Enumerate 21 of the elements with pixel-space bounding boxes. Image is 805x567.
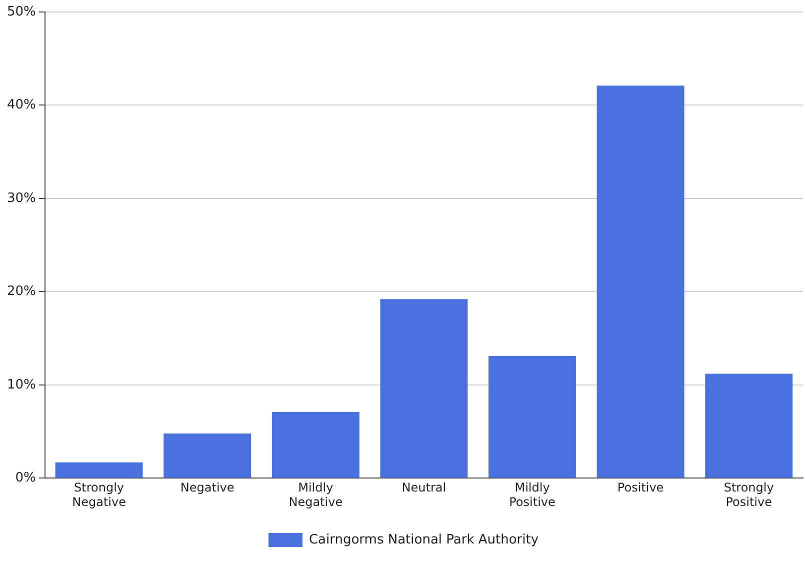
x-tick-label: Positive [617,480,664,495]
bar [596,86,684,478]
bar [380,299,468,478]
bar [55,462,143,478]
bar [705,374,793,478]
x-tick-label: Mildly Negative [288,480,343,509]
legend-label: Cairngorms National Park Authority [308,532,539,548]
x-tick-label: Strongly Positive [724,480,774,509]
x-tick-label: Mildly Positive [509,480,556,509]
x-tick-label: Strongly Negative [72,480,126,509]
y-tick-label: 30% [6,190,36,206]
x-tick-label: Negative [180,480,234,495]
bar [272,412,360,478]
y-tick-label: 20% [6,284,36,300]
bar [488,356,576,478]
y-tick-label: 0% [15,470,36,486]
x-tick-label: Neutral [402,480,446,495]
y-tick-label: 10% [6,377,36,392]
bar [164,433,252,478]
y-tick-label: 50% [6,4,36,20]
y-tick-label: 40% [6,98,36,113]
